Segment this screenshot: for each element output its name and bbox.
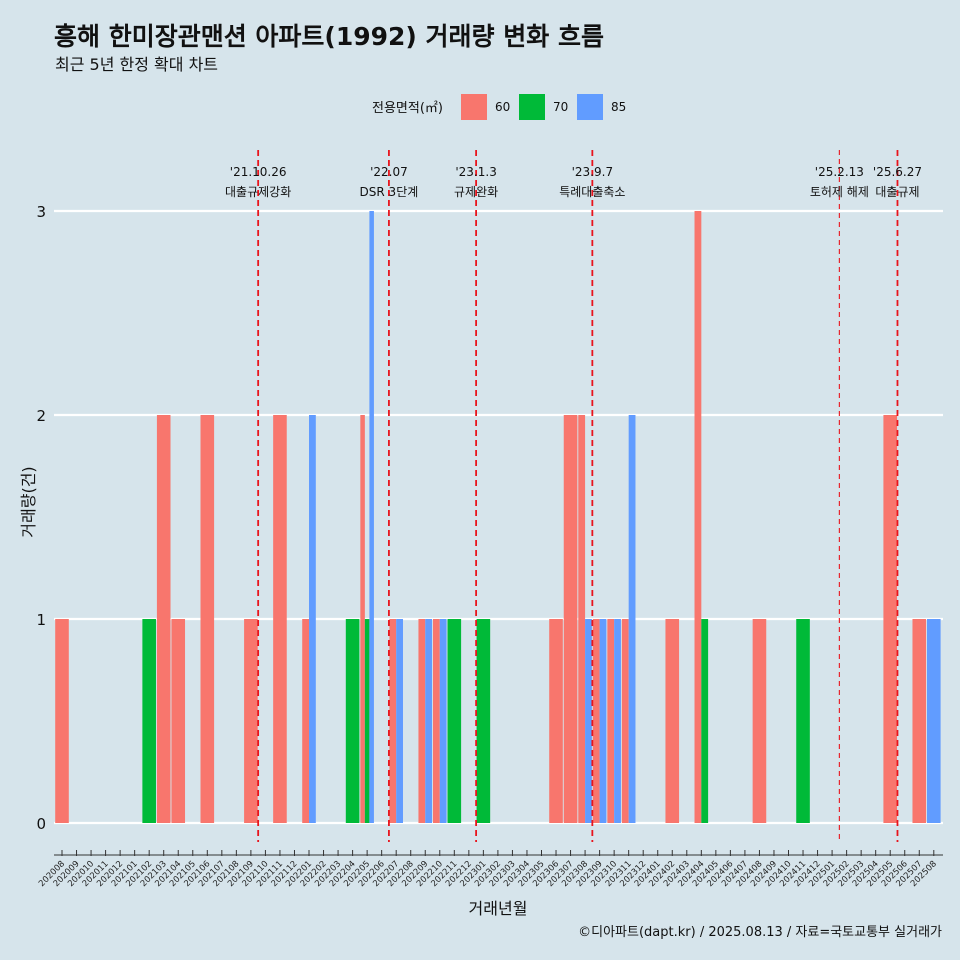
- bar-60-202311: [621, 619, 629, 823]
- event-date-202309: '23.9.7: [572, 165, 613, 179]
- bar-60-202205: [360, 415, 365, 823]
- legend-label-70: 70: [553, 100, 568, 114]
- bar-60-202402: [665, 619, 680, 823]
- bar-85-202308: [585, 619, 592, 823]
- y-tick-label-1: 1: [36, 611, 46, 629]
- bar-70-202204: [345, 619, 360, 823]
- event-date-202301: '23.1.3: [455, 165, 496, 179]
- bar-60-202201: [302, 619, 310, 823]
- legend-swatch-85: [577, 94, 603, 120]
- legend-swatch-60: [461, 94, 487, 120]
- legend-swatch-70: [519, 94, 545, 120]
- bar-85-202210: [439, 619, 447, 823]
- bar-70-202205: [364, 619, 370, 823]
- bar-60-202008: [55, 619, 69, 823]
- bar-70-202301: [476, 619, 491, 823]
- bar-60-202309: [592, 619, 600, 823]
- bar-85-202205: [369, 211, 374, 823]
- bar-70-202404: [701, 619, 709, 823]
- bar-60-202307: [563, 415, 578, 823]
- event-label-202502: 토허제 해제: [810, 185, 869, 199]
- bar-60-202111: [273, 415, 287, 823]
- bar-60-202310: [607, 619, 615, 823]
- y-tick-label-2: 2: [36, 407, 46, 425]
- bar-60-202104: [171, 619, 186, 823]
- bar-85-202311: [628, 415, 636, 823]
- x-axis-title: 거래년월: [469, 899, 528, 918]
- bar-60-202306: [549, 619, 563, 823]
- bar-85-202309: [599, 619, 607, 823]
- y-tick-label-3: 3: [36, 203, 46, 221]
- event-label-202301: 규제완화: [454, 185, 498, 199]
- event-date-202207: '22.07: [370, 165, 408, 179]
- legend-title: 전용면적(㎡): [372, 101, 443, 116]
- chart-subtitle: 최근 5년 한정 확대 차트: [55, 55, 218, 74]
- caption: ©디아파트(dapt.kr) / 2025.08.13 / 자료=국토교통부 실…: [578, 925, 942, 940]
- bar-60-202103: [156, 415, 171, 823]
- bar-60-202507: [912, 619, 927, 823]
- bar-70-202102: [142, 619, 156, 823]
- bar-60-202404: [694, 211, 702, 823]
- bar-60-202106: [200, 415, 215, 823]
- event-label-202309: 특례대출축소: [559, 185, 625, 199]
- bar-60-202210: [432, 619, 440, 823]
- event-date-202110: '21.10.26: [230, 165, 287, 179]
- bar-60-202408: [752, 619, 767, 823]
- bar-85-202209: [425, 619, 433, 823]
- event-date-202502: '25.2.13: [815, 165, 864, 179]
- y-axis-title: 거래량(건): [19, 466, 38, 537]
- bar-60-202308: [578, 415, 586, 823]
- bar-70-202211: [447, 619, 462, 823]
- bar-70-202411: [796, 619, 810, 823]
- legend: 전용면적(㎡) 60 70 85: [372, 94, 626, 120]
- bar-85-202207: [396, 619, 403, 823]
- bar-60-202207: [389, 619, 397, 823]
- bar-85-202310: [614, 619, 621, 823]
- bar-85-202508: [927, 619, 941, 823]
- bar-60-202209: [418, 619, 426, 823]
- bar-85-202201: [309, 415, 316, 823]
- bars: [55, 211, 941, 823]
- legend-label-85: 85: [611, 100, 626, 114]
- x-axis: 2020082020092020102020112020122021012021…: [37, 850, 943, 889]
- y-tick-labels: 0 1 2 3: [36, 203, 46, 833]
- policy-events: '21.10.26 대출규제강화 '22.07 DSR 3단계 '23.1.3 규제완화 '…: [225, 150, 922, 842]
- event-label-202110: 대출규제강화: [225, 185, 291, 199]
- bar-60-202505: [883, 415, 898, 823]
- chart-title: 흥해 한미장관맨션 아파트(1992) 거래량 변화 흐름: [54, 22, 604, 51]
- legend-label-60: 60: [495, 100, 510, 114]
- event-label-202506: 대출규제: [875, 185, 919, 199]
- event-label-202207: DSR 3단계: [360, 185, 419, 199]
- y-tick-label-0: 0: [36, 815, 46, 833]
- event-date-202506: '25.6.27: [873, 165, 922, 179]
- bar-60-202109: [244, 619, 258, 823]
